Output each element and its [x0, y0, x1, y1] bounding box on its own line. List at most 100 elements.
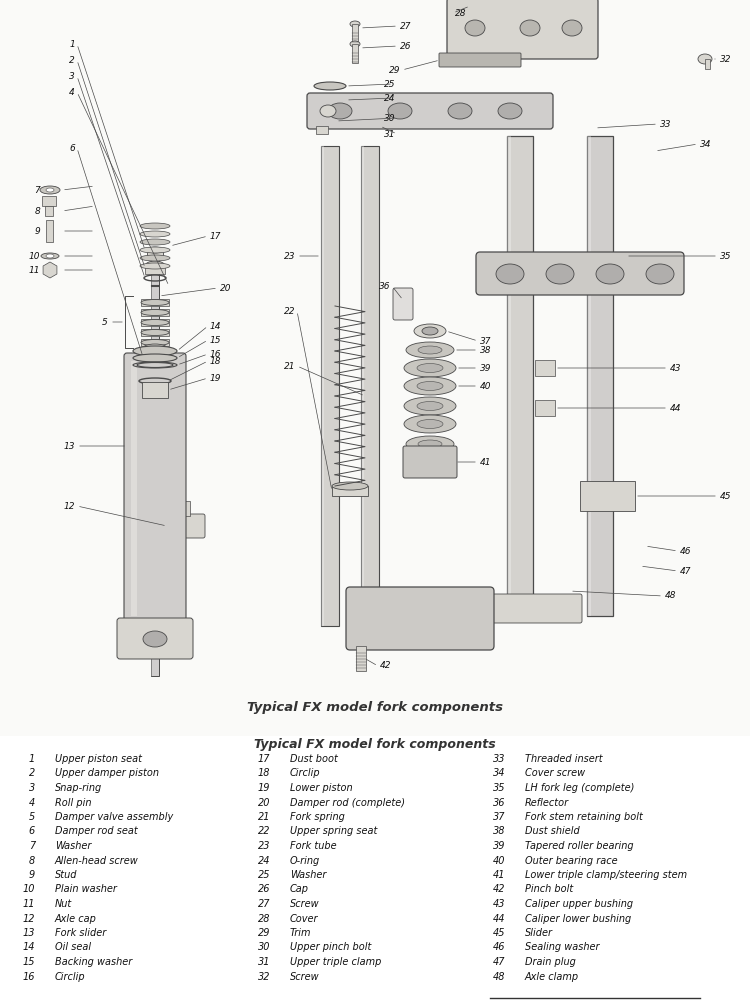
Text: Oil seal: Oil seal — [55, 943, 92, 953]
Bar — [145, 266, 165, 274]
Text: 15: 15 — [22, 957, 35, 967]
Text: 46: 46 — [493, 943, 505, 953]
Text: Tapered roller bearing: Tapered roller bearing — [525, 841, 634, 851]
Ellipse shape — [422, 327, 438, 335]
Text: 32: 32 — [720, 54, 731, 63]
Ellipse shape — [133, 354, 177, 362]
Text: LH fork leg (complete): LH fork leg (complete) — [525, 783, 634, 793]
Text: 28: 28 — [455, 8, 466, 17]
Text: Pinch bolt: Pinch bolt — [525, 884, 573, 894]
Bar — [180, 501, 190, 516]
Text: Outer bearing race: Outer bearing race — [525, 855, 618, 865]
Text: 18: 18 — [210, 356, 221, 365]
Text: 47: 47 — [680, 566, 692, 575]
Text: 27: 27 — [400, 21, 412, 30]
Text: 4: 4 — [69, 88, 75, 97]
Text: Damper valve assembly: Damper valve assembly — [55, 812, 173, 822]
Ellipse shape — [596, 264, 624, 284]
Bar — [321, 146, 324, 626]
Bar — [352, 24, 358, 43]
Ellipse shape — [404, 415, 456, 433]
Text: Caliper upper bushing: Caliper upper bushing — [525, 899, 633, 909]
Bar — [151, 256, 152, 676]
Text: Axle clamp: Axle clamp — [525, 972, 579, 982]
Text: 32: 32 — [257, 972, 270, 982]
Ellipse shape — [417, 363, 443, 372]
Bar — [580, 481, 635, 511]
Text: 21: 21 — [257, 812, 270, 822]
Ellipse shape — [404, 359, 456, 377]
Text: 7: 7 — [28, 841, 35, 851]
FancyBboxPatch shape — [476, 252, 684, 295]
Text: 30: 30 — [257, 943, 270, 953]
Ellipse shape — [417, 420, 443, 429]
Text: 1: 1 — [28, 754, 35, 764]
Text: 41: 41 — [493, 870, 505, 880]
Bar — [361, 146, 364, 626]
Text: Threaded insert: Threaded insert — [525, 754, 603, 764]
Text: Dust shield: Dust shield — [525, 827, 580, 837]
Bar — [0, 0, 750, 736]
Text: Dust boot: Dust boot — [290, 754, 338, 764]
FancyBboxPatch shape — [393, 288, 413, 320]
Text: Sealing washer: Sealing washer — [525, 943, 599, 953]
Text: 33: 33 — [660, 120, 671, 129]
Text: Plain washer: Plain washer — [55, 884, 117, 894]
Bar — [352, 44, 358, 63]
Text: 25: 25 — [257, 870, 270, 880]
Text: Damper rod (complete): Damper rod (complete) — [290, 798, 405, 808]
Bar — [587, 136, 613, 616]
Text: Snap-ring: Snap-ring — [55, 783, 102, 793]
Text: 35: 35 — [493, 783, 505, 793]
Text: 1: 1 — [69, 39, 75, 48]
Text: 39: 39 — [480, 363, 491, 372]
Ellipse shape — [406, 342, 454, 358]
Text: 2: 2 — [69, 55, 75, 64]
Text: Slider: Slider — [525, 928, 553, 938]
Text: 4: 4 — [28, 798, 35, 808]
Text: 5: 5 — [28, 812, 35, 822]
Text: Lower piston: Lower piston — [290, 783, 352, 793]
Text: 12: 12 — [64, 502, 75, 510]
Text: Allen-head screw: Allen-head screw — [55, 855, 139, 865]
Ellipse shape — [520, 20, 540, 36]
Ellipse shape — [140, 263, 170, 269]
Ellipse shape — [46, 188, 54, 192]
Ellipse shape — [320, 105, 336, 117]
Text: 47: 47 — [493, 957, 505, 967]
Text: Screw: Screw — [290, 972, 320, 982]
Ellipse shape — [314, 82, 346, 90]
Ellipse shape — [140, 247, 170, 253]
Ellipse shape — [417, 401, 443, 410]
Bar — [141, 329, 169, 336]
FancyBboxPatch shape — [439, 53, 521, 67]
Text: Typical FX model fork components: Typical FX model fork components — [254, 738, 496, 751]
Text: 3: 3 — [69, 71, 75, 80]
Ellipse shape — [350, 21, 360, 27]
Text: 40: 40 — [480, 381, 491, 390]
Text: Fork tube: Fork tube — [290, 841, 337, 851]
Text: 6: 6 — [28, 827, 35, 837]
Text: Fork spring: Fork spring — [290, 812, 345, 822]
Text: 8: 8 — [34, 206, 40, 215]
Text: 35: 35 — [720, 252, 731, 261]
Text: Drain plug: Drain plug — [525, 957, 576, 967]
Ellipse shape — [141, 330, 169, 335]
Text: 46: 46 — [680, 546, 692, 555]
Text: 23: 23 — [257, 841, 270, 851]
Text: 25: 25 — [383, 79, 395, 89]
Text: 14: 14 — [22, 943, 35, 953]
Bar — [143, 348, 167, 366]
Text: 16: 16 — [210, 349, 221, 358]
Text: 36: 36 — [493, 798, 505, 808]
Text: 37: 37 — [480, 336, 491, 345]
Text: 13: 13 — [22, 928, 35, 938]
Bar — [705, 59, 710, 69]
Bar — [316, 126, 328, 134]
Ellipse shape — [546, 264, 574, 284]
Ellipse shape — [140, 239, 170, 245]
Text: 9: 9 — [34, 226, 40, 235]
Text: 33: 33 — [493, 754, 505, 764]
Bar — [141, 319, 169, 326]
Text: Reflector: Reflector — [525, 798, 569, 808]
